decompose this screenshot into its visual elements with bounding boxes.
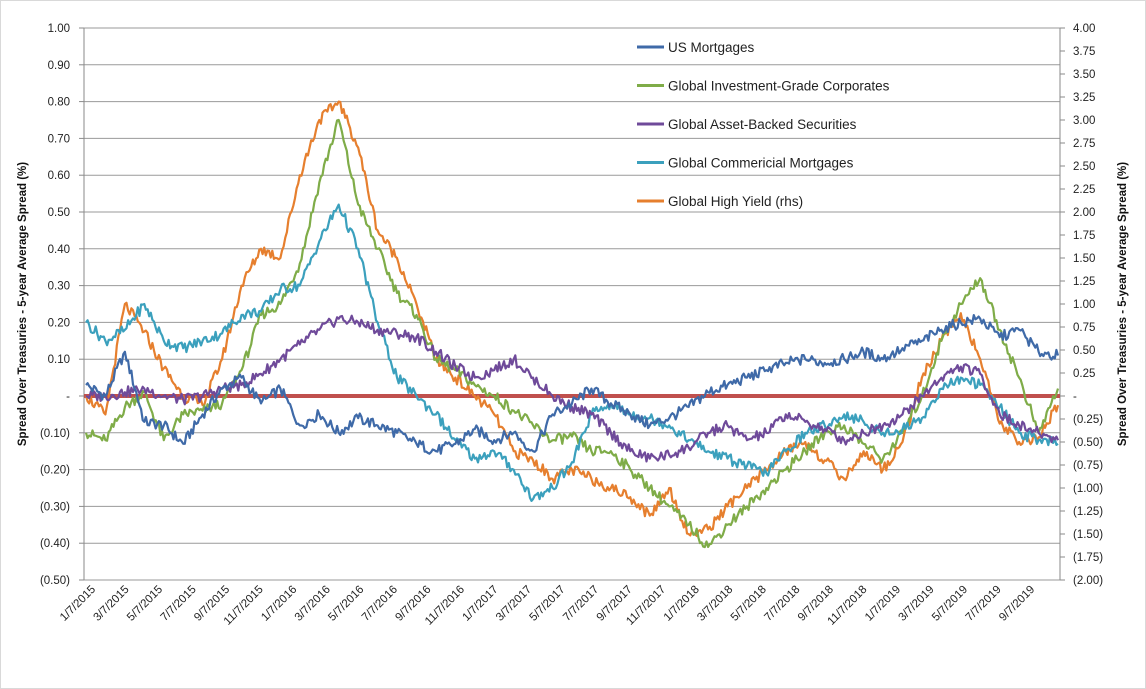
y2-tick-label: (2.00): [1073, 575, 1103, 587]
x-tick-label: 1/7/2017: [460, 584, 500, 624]
x-tick-label: 3/7/2015: [92, 584, 132, 624]
y2-tick-label: 0.75: [1073, 322, 1095, 334]
y2-tick-label: (1.25): [1073, 506, 1103, 518]
y-axis-title-right: Spread Over Treasuries - 5-year Average …: [1117, 162, 1129, 446]
series-line-2: [85, 314, 1060, 463]
x-tick-label: 7/7/2019: [964, 584, 1004, 624]
y-tick-label: 0.90: [48, 60, 70, 72]
x-tick-label: 7/7/2018: [762, 584, 802, 624]
x-tick-label: 3/7/2018: [695, 584, 735, 624]
x-tick-label: 5/7/2017: [528, 584, 568, 624]
series-line-1: [84, 118, 1060, 549]
y2-tick-label: 1.50: [1073, 253, 1095, 265]
series-line-4: [84, 100, 1060, 538]
legend-label: Global Commericial Mortgages: [668, 156, 854, 171]
y-axis-title-left: Spread Over Treasuries - 5-year Average …: [17, 162, 29, 446]
y-tick-label: 0.60: [48, 170, 70, 182]
y2-tick-label: (1.75): [1073, 552, 1103, 564]
y2-tick-label: 2.25: [1073, 184, 1095, 196]
y-tick-label: 0.70: [48, 133, 70, 145]
y2-tick-label: 1.00: [1073, 299, 1095, 311]
y2-tick-label: (0.75): [1073, 460, 1103, 472]
y-tick-label: (0.40): [40, 538, 70, 550]
x-tick-label: 5/7/2015: [125, 584, 165, 624]
y-tick-label: (0.30): [40, 501, 70, 513]
series-line-3: [85, 203, 1059, 502]
y2-tick-label: 3.25: [1073, 92, 1095, 104]
x-tick-label: 3/7/2017: [494, 584, 534, 624]
y2-tick-label: 3.50: [1073, 69, 1095, 81]
y2-tick-label: 4.00: [1073, 23, 1095, 35]
y2-tick-label: (0.25): [1073, 414, 1103, 426]
y-tick-label: 0.20: [48, 317, 70, 329]
y2-tick-label: (1.00): [1073, 483, 1103, 495]
x-axis: 1/7/20153/7/20155/7/20157/7/20159/7/2015…: [58, 584, 1037, 628]
y2-tick-label: (1.50): [1073, 529, 1103, 541]
x-tick-label: 9/7/2019: [997, 584, 1037, 624]
x-tick-label: 7/7/2017: [561, 584, 601, 624]
legend-label: Global High Yield (rhs): [668, 194, 803, 209]
y-tick-label: 0.80: [48, 97, 70, 109]
x-tick-label: 7/7/2016: [360, 584, 400, 624]
x-tick-label: 1/7/2016: [259, 584, 299, 624]
series-line-0: [85, 314, 1060, 455]
y-tick-label: (0.10): [40, 428, 70, 440]
y2-tick-label: 2.50: [1073, 161, 1095, 173]
x-tick-label: 3/7/2016: [293, 584, 333, 624]
y-tick-label: (0.20): [40, 465, 70, 477]
y2-tick-label: (0.50): [1073, 437, 1103, 449]
y-tick-label: 0.30: [48, 281, 70, 293]
y2-tick-label: -: [1073, 391, 1077, 403]
y2-tick-label: 2.00: [1073, 207, 1095, 219]
gridlines: [79, 27, 1061, 581]
y-tick-label: 1.00: [48, 23, 70, 35]
y2-tick-label: 0.50: [1073, 345, 1095, 357]
y2-tick-label: 3.75: [1073, 46, 1095, 58]
x-tick-label: 5/7/2016: [326, 584, 366, 624]
y2-tick-label: 1.25: [1073, 276, 1095, 288]
y-tick-label: -: [66, 391, 70, 403]
legend-label: Global Asset-Backed Securities: [668, 117, 857, 132]
y-tick-label: 0.50: [48, 207, 70, 219]
legend-label: US Mortgages: [668, 40, 755, 55]
x-tick-label: 3/7/2019: [897, 584, 937, 624]
x-tick-label: 1/7/2018: [662, 584, 702, 624]
series-lines: [84, 100, 1060, 549]
y-axis-left: 1.00 0.90 0.80 0.70 0.60 0.50 0.40 0.30 0.20 0.10…: [40, 23, 70, 587]
legend-label: Global Investment-Grade Corporates: [668, 79, 890, 94]
y-tick-label: 0.10: [48, 354, 70, 366]
y-tick-label: (0.50): [40, 575, 70, 587]
y2-tick-label: 3.00: [1073, 115, 1095, 127]
x-tick-label: 5/7/2019: [930, 584, 970, 624]
y-tick-label: 0.40: [48, 244, 70, 256]
x-tick-label: 1/7/2019: [863, 584, 903, 624]
x-tick-label: 5/7/2018: [729, 584, 769, 624]
x-tick-label: 7/7/2015: [159, 584, 199, 624]
x-tick-label: 1/7/2015: [58, 584, 98, 624]
y-axis-right: 4.00 3.75 3.50 3.25 3.00 2.75 2.50 2.25 2.00 1.75…: [1060, 23, 1103, 587]
legend: US Mortgages Global Investment-Grade Corp…: [637, 40, 890, 209]
y2-tick-label: 0.25: [1073, 368, 1095, 380]
y2-tick-label: 2.75: [1073, 138, 1095, 150]
y2-tick-label: 1.75: [1073, 230, 1095, 242]
